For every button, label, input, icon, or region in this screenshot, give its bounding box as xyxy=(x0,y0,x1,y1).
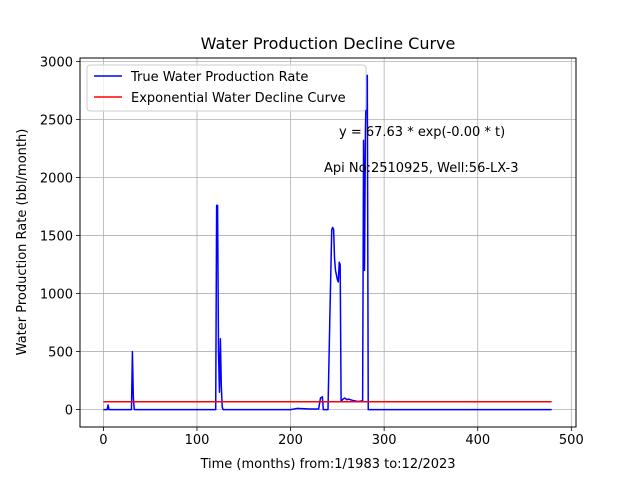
legend-label-true-rate: True Water Production Rate xyxy=(130,70,308,85)
y-tick-label: 2500 xyxy=(40,114,73,129)
y-tick-label: 2000 xyxy=(40,172,73,187)
y-tick-label: 1500 xyxy=(40,230,73,245)
legend: True Water Production Rate Exponential W… xyxy=(86,64,367,112)
x-tick-label: 0 xyxy=(99,433,107,448)
x-axis-label: Time (months) from:1/1983 to:12/2023 xyxy=(199,457,455,472)
axis-ticks: 0 100 200 300 400 500 0 500 1000 1500 2000 2500 3000 xyxy=(40,55,584,448)
y-axis-label: Water Production Rate (bbl/month) xyxy=(15,129,30,356)
x-tick-label: 300 xyxy=(372,433,397,448)
y-tick-label: 500 xyxy=(48,346,73,361)
chart-title: Water Production Decline Curve xyxy=(201,34,456,53)
x-tick-label: 500 xyxy=(559,433,584,448)
legend-box xyxy=(86,64,367,112)
x-tick-label: 200 xyxy=(278,433,303,448)
y-tick-label: 3000 xyxy=(40,55,73,70)
legend-label-exponential: Exponential Water Decline Curve xyxy=(131,91,346,106)
equation-annotation: y = 67.63 * exp(-0.00 * t) xyxy=(339,125,505,140)
series-lines xyxy=(103,74,552,411)
x-tick-label: 400 xyxy=(465,433,490,448)
y-tick-label: 0 xyxy=(65,404,73,419)
grid-lines xyxy=(80,58,576,427)
well-annotation: Api No:2510925, Well:56-LX-3 xyxy=(324,161,519,176)
x-tick-label: 100 xyxy=(185,433,210,448)
plot-frame xyxy=(79,57,577,428)
y-tick-label: 1000 xyxy=(40,288,73,303)
